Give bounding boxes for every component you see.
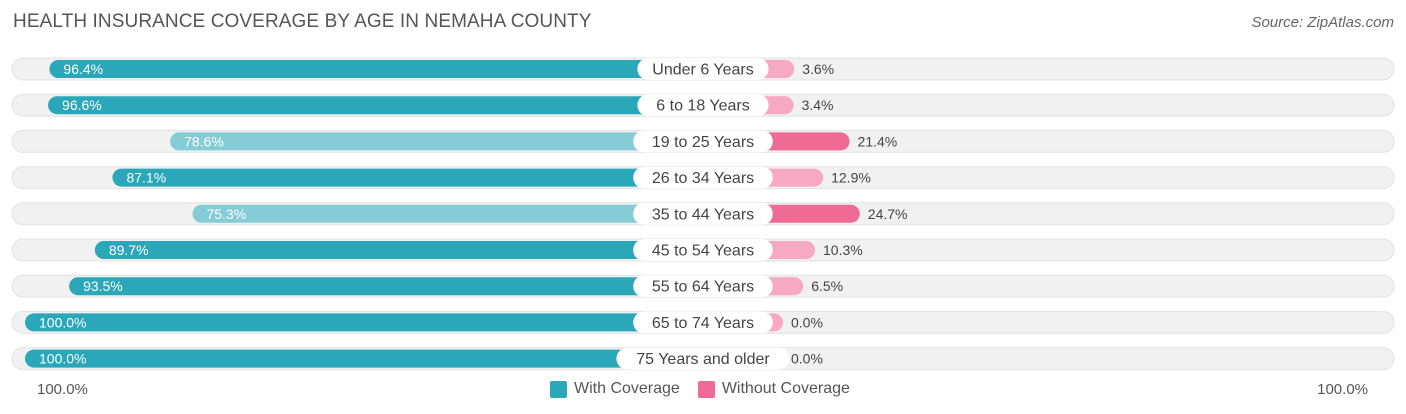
value-label-with: 100.0% bbox=[39, 314, 86, 330]
value-label-without: 10.3% bbox=[823, 242, 863, 258]
value-label-with: 96.4% bbox=[63, 61, 103, 77]
legend-swatch-without bbox=[697, 380, 715, 398]
category-pill bbox=[637, 58, 769, 80]
value-label-without: 3.4% bbox=[802, 97, 834, 113]
category-pill bbox=[616, 347, 790, 370]
value-label-with: 87.1% bbox=[126, 170, 166, 186]
bar-with-coverage bbox=[94, 241, 704, 259]
category-pill bbox=[633, 311, 773, 334]
category-pill bbox=[633, 166, 773, 189]
axis-left-label: 100.0% bbox=[37, 381, 88, 398]
value-label-without: 24.7% bbox=[868, 206, 908, 222]
value-label-with: 78.6% bbox=[184, 133, 224, 149]
category-label: 35 to 44 Years bbox=[652, 206, 754, 223]
bar-with-coverage bbox=[48, 96, 703, 115]
bar-with-coverage bbox=[25, 349, 703, 368]
category-label: 55 to 64 Years bbox=[652, 279, 754, 296]
value-label-without: 6.5% bbox=[811, 278, 843, 294]
legend-label-without: Without Coverage bbox=[721, 380, 850, 397]
bar-with-coverage bbox=[112, 168, 704, 187]
legend: With Coverage Without Coverage bbox=[550, 380, 868, 398]
category-label: 75 Years and older bbox=[636, 351, 770, 368]
value-label-without: 12.9% bbox=[831, 170, 871, 186]
category-label: 6 to 18 Years bbox=[656, 98, 749, 115]
value-label-with: 96.6% bbox=[62, 97, 102, 113]
bar-with-coverage bbox=[49, 60, 703, 78]
chart-title: HEALTH INSURANCE COVERAGE BY AGE IN NEMA… bbox=[13, 11, 592, 32]
value-label-with: 89.7% bbox=[109, 242, 149, 258]
legend-label-with: With Coverage bbox=[574, 380, 680, 397]
axis-right-label: 100.0% bbox=[1317, 381, 1368, 398]
value-label-with: 75.3% bbox=[206, 206, 246, 222]
category-label: 45 to 54 Years bbox=[652, 243, 754, 260]
category-label: 19 to 25 Years bbox=[652, 134, 754, 151]
category-pill bbox=[637, 94, 769, 117]
category-pill bbox=[633, 275, 773, 298]
value-label-with: 100.0% bbox=[39, 351, 86, 367]
source-note: Source: ZipAtlas.com bbox=[1251, 14, 1394, 31]
category-pill bbox=[633, 239, 773, 261]
category-label: 65 to 74 Years bbox=[652, 315, 754, 332]
category-pill bbox=[633, 202, 773, 225]
bar-with-coverage bbox=[25, 313, 703, 332]
legend-item-without: Without Coverage bbox=[697, 380, 850, 398]
category-label: 26 to 34 Years bbox=[652, 170, 754, 187]
value-label-with: 93.5% bbox=[83, 278, 123, 294]
bar-with-coverage bbox=[192, 204, 703, 223]
value-label-without: 3.6% bbox=[802, 61, 834, 77]
category-label: Under 6 Years bbox=[652, 62, 753, 79]
bar-with-coverage bbox=[69, 277, 703, 296]
bar-with-coverage bbox=[170, 132, 704, 151]
legend-swatch-with bbox=[550, 380, 567, 398]
value-label-without: 21.4% bbox=[858, 133, 898, 149]
category-pill bbox=[633, 130, 773, 153]
value-label-without: 0.0% bbox=[791, 351, 823, 367]
value-label-without: 0.0% bbox=[791, 314, 823, 330]
legend-item-with: With Coverage bbox=[550, 380, 680, 398]
